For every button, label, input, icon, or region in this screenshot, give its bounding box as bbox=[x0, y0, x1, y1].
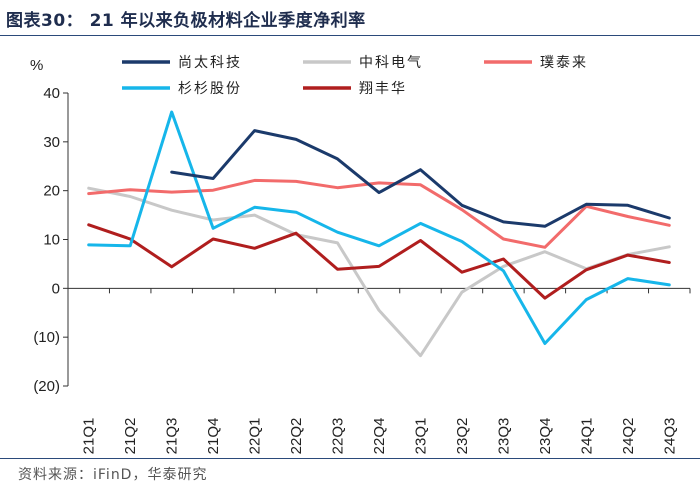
x-tick-label: 23Q4 bbox=[537, 418, 554, 455]
title-rule bbox=[0, 35, 700, 36]
series-line-2 bbox=[87, 186, 671, 358]
y-unit-label: % bbox=[30, 57, 43, 74]
series-line-5 bbox=[87, 223, 671, 300]
y-tick-label: 40 bbox=[43, 85, 60, 102]
footer-rule bbox=[0, 458, 700, 459]
series-line-1 bbox=[170, 129, 671, 228]
y-tick-label: (20) bbox=[33, 378, 60, 395]
x-tick-label: 23Q2 bbox=[454, 418, 471, 455]
series-line-4 bbox=[87, 110, 671, 345]
y-tick-label: 20 bbox=[43, 183, 60, 200]
x-tick-label: 24Q1 bbox=[578, 418, 595, 455]
x-tick-label: 24Q3 bbox=[661, 418, 678, 455]
y-tick-label: (10) bbox=[33, 329, 60, 346]
y-tick-label: 0 bbox=[52, 280, 60, 297]
x-tick-label: 21Q1 bbox=[81, 418, 98, 455]
x-tick-label: 22Q1 bbox=[247, 418, 264, 455]
x-tick-label: 21Q4 bbox=[205, 418, 222, 455]
series-line-3 bbox=[87, 178, 671, 249]
x-tick-label: 21Q2 bbox=[122, 418, 139, 455]
x-tick-label: 21Q3 bbox=[164, 418, 181, 455]
x-tick-label: 22Q4 bbox=[371, 418, 388, 455]
legend-label: 璞泰来 bbox=[540, 55, 588, 71]
x-tick-label: 23Q3 bbox=[495, 418, 512, 455]
legend-label: 翔丰华 bbox=[359, 81, 407, 97]
legend-label: 尚太科技 bbox=[178, 55, 242, 71]
figure-title: 图表30： 21 年以来负极材料企业季度净利率 bbox=[6, 11, 366, 31]
x-tick-label: 22Q3 bbox=[330, 418, 347, 455]
y-tick-label: 10 bbox=[43, 232, 60, 249]
x-tick-label: 23Q1 bbox=[412, 418, 429, 455]
legend-label: 杉杉股份 bbox=[178, 81, 242, 97]
x-tick-label: 24Q2 bbox=[620, 418, 637, 455]
legend-label: 中科电气 bbox=[359, 55, 423, 71]
series-layer bbox=[87, 110, 671, 358]
x-tick-label: 22Q2 bbox=[288, 418, 305, 455]
source-note: 资料来源：iFinD，华泰研究 bbox=[18, 467, 208, 483]
y-tick-label: 30 bbox=[43, 134, 60, 151]
axes: 40 30 20 10 0 (10) (20) 21Q1 21Q2 21Q3 21Q4 22Q1 22Q… bbox=[33, 85, 691, 455]
